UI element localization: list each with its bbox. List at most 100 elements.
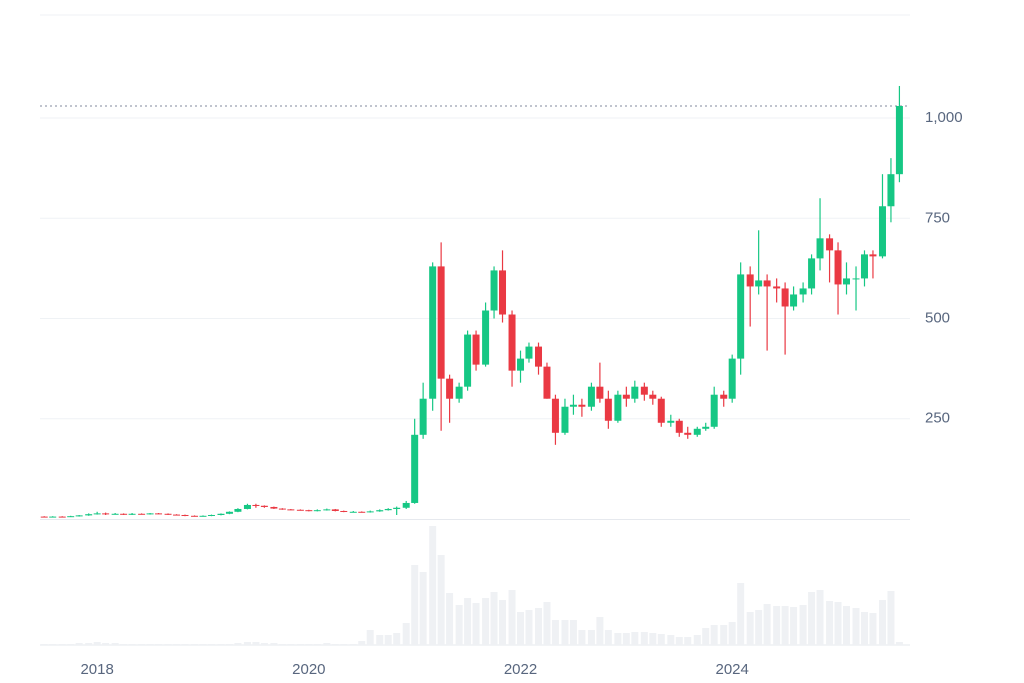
candle-body bbox=[67, 516, 75, 518]
candle-body bbox=[85, 514, 93, 516]
candle-body bbox=[622, 394, 630, 399]
candle-body bbox=[808, 258, 816, 289]
candle-body bbox=[120, 513, 128, 515]
volume-bar bbox=[455, 605, 463, 645]
volume-bar bbox=[535, 608, 543, 645]
candle-body bbox=[366, 511, 374, 513]
volume-bar bbox=[667, 635, 675, 645]
candle-body bbox=[138, 513, 146, 515]
y-tick-label: 250 bbox=[925, 410, 950, 427]
x-tick-label: 2024 bbox=[716, 661, 749, 678]
volume-bar bbox=[657, 634, 665, 645]
volume-bar bbox=[464, 598, 472, 645]
candle-body bbox=[419, 398, 427, 435]
x-tick-label: 2018 bbox=[80, 661, 113, 678]
volume-bar bbox=[120, 644, 128, 645]
candle-body bbox=[543, 366, 551, 399]
volume-bar bbox=[146, 644, 154, 645]
volume-bar bbox=[842, 606, 850, 645]
candle-body bbox=[773, 286, 781, 289]
volume-bar bbox=[429, 526, 437, 645]
candle-body bbox=[296, 509, 304, 511]
candle-body bbox=[569, 404, 577, 407]
y-tick-label: 500 bbox=[925, 309, 950, 326]
candle-body bbox=[331, 509, 339, 511]
volume-bar bbox=[296, 644, 304, 645]
volume-bar bbox=[411, 565, 419, 645]
candle-body bbox=[895, 106, 903, 175]
volume-bar bbox=[869, 613, 877, 645]
candle-body bbox=[869, 254, 877, 257]
volume-bar bbox=[781, 606, 789, 645]
candle-body bbox=[657, 398, 665, 423]
volume-bar bbox=[164, 644, 172, 645]
volume-bar bbox=[270, 643, 278, 645]
candle-body bbox=[260, 505, 268, 507]
candle-body bbox=[737, 274, 745, 359]
volume-bar bbox=[331, 644, 339, 645]
volume-bar bbox=[402, 623, 410, 645]
candle-body bbox=[710, 394, 718, 427]
volume-bar bbox=[419, 572, 427, 645]
candle-body bbox=[252, 504, 260, 506]
volume-bar bbox=[358, 641, 366, 645]
candle-body bbox=[834, 250, 842, 285]
candle-body bbox=[464, 334, 472, 387]
volume-bar bbox=[217, 644, 225, 645]
volume-bar bbox=[243, 642, 251, 645]
candle-body bbox=[340, 510, 348, 512]
candle-body bbox=[173, 514, 181, 516]
candle-body bbox=[384, 508, 392, 511]
volume-bar bbox=[852, 608, 860, 645]
volume-bar bbox=[525, 610, 533, 645]
candle-body bbox=[755, 280, 763, 287]
volume-bar bbox=[826, 601, 834, 645]
candle-body bbox=[640, 386, 648, 395]
volume-bar bbox=[437, 555, 445, 645]
candle-body bbox=[93, 513, 101, 515]
volume-bar bbox=[191, 644, 199, 645]
candle-body bbox=[508, 314, 516, 371]
x-tick-label: 2022 bbox=[504, 661, 537, 678]
volume-bar bbox=[808, 592, 816, 645]
volume-bar bbox=[860, 612, 868, 645]
volume-bar bbox=[446, 593, 454, 645]
candle-body bbox=[482, 310, 490, 365]
candle-body bbox=[878, 206, 886, 257]
volume-bar bbox=[604, 630, 612, 645]
candle-body bbox=[40, 516, 48, 518]
volume-bar bbox=[58, 644, 66, 645]
volume-bar bbox=[85, 643, 93, 645]
candle-body bbox=[816, 238, 824, 259]
candle-body bbox=[675, 420, 683, 433]
candle-body bbox=[578, 404, 586, 407]
candle-body bbox=[842, 278, 850, 285]
candle-body bbox=[411, 434, 419, 503]
candle-body bbox=[217, 513, 225, 515]
volume-bar bbox=[482, 598, 490, 645]
volume-bar bbox=[684, 637, 692, 645]
volume-bar bbox=[181, 644, 189, 645]
volume-bar bbox=[887, 591, 895, 645]
volume-bar bbox=[587, 630, 595, 645]
volume-bar bbox=[578, 630, 586, 645]
volume-bar bbox=[878, 600, 886, 645]
candle-body bbox=[790, 294, 798, 307]
volume-bar bbox=[508, 590, 516, 645]
candle-body bbox=[887, 174, 895, 207]
candle-body bbox=[313, 510, 321, 512]
candle-body bbox=[278, 508, 286, 510]
candle-body bbox=[225, 511, 233, 514]
candle-body bbox=[517, 358, 525, 371]
candle-body bbox=[358, 511, 366, 513]
candle-body bbox=[376, 510, 384, 512]
candle-body bbox=[684, 432, 692, 435]
volume-bar bbox=[472, 603, 480, 645]
candle-body bbox=[191, 515, 199, 517]
candle-body bbox=[455, 386, 463, 399]
volume-bar bbox=[393, 633, 401, 645]
candle-body bbox=[561, 406, 569, 433]
candle-body bbox=[287, 509, 295, 511]
volume-bar bbox=[75, 643, 83, 645]
candle-body bbox=[270, 506, 278, 509]
